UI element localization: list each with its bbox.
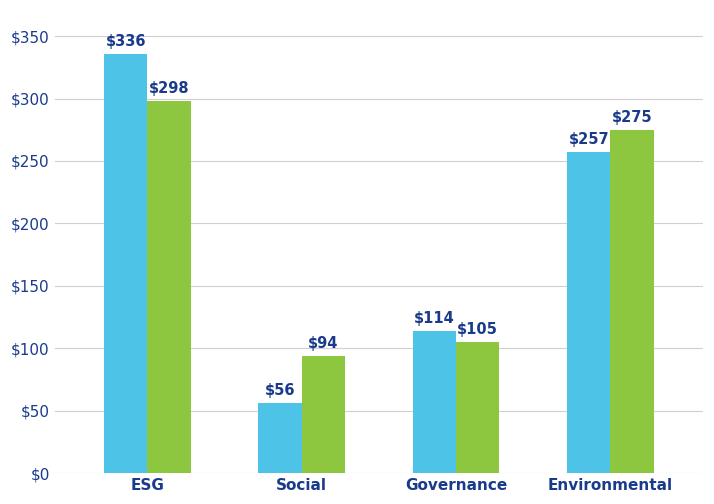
Text: $257: $257: [568, 132, 609, 147]
Bar: [413, 331, 456, 473]
Text: $105: $105: [457, 322, 498, 337]
Text: $114: $114: [414, 310, 455, 326]
Text: $275: $275: [612, 110, 652, 124]
Text: $298: $298: [149, 81, 189, 96]
Text: $336: $336: [106, 34, 146, 48]
Text: $94: $94: [308, 336, 338, 351]
Bar: [301, 356, 345, 473]
Bar: [456, 342, 499, 473]
Bar: [104, 53, 147, 473]
Bar: [610, 130, 653, 473]
Bar: [258, 403, 301, 473]
Bar: [567, 152, 610, 473]
Text: $56: $56: [265, 383, 296, 398]
Bar: [147, 101, 191, 473]
